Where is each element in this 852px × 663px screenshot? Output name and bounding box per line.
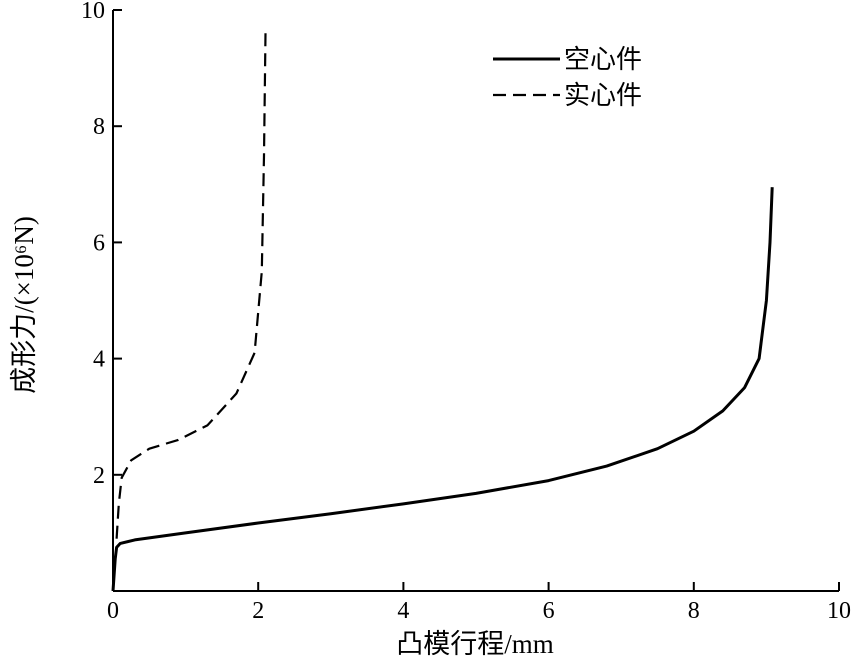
y-tick-label: 2 — [93, 463, 105, 489]
x-tick-label: 4 — [397, 598, 409, 624]
series-line-1 — [111, 187, 774, 592]
y-tick-label: 8 — [93, 114, 105, 140]
legend-label-2: 实心件 — [564, 81, 642, 110]
axes — [112, 10, 839, 592]
x-tick-labels: 0 2 4 6 8 10 — [107, 598, 851, 624]
series-line-2 — [115, 33, 267, 539]
series-layer — [111, 33, 774, 592]
x-tick-label: 0 — [107, 598, 119, 624]
y-tick-label: 4 — [93, 347, 105, 373]
legend-label-1: 空心件 — [564, 45, 642, 74]
x-axis-title: 凸模行程/mm — [396, 629, 554, 659]
y-tick-label: 6 — [93, 230, 105, 256]
x-tick-label: 8 — [688, 598, 700, 624]
y-axis-title: 成形力/(×10⁶N) — [9, 216, 39, 394]
x-tick-label: 6 — [543, 598, 555, 624]
y-tick-label: 10 — [81, 0, 105, 24]
tick-marks — [113, 9, 840, 591]
x-tick-label: 10 — [827, 598, 851, 624]
y-tick-labels: 2 4 6 8 10 — [81, 0, 105, 489]
x-tick-label: 2 — [252, 598, 264, 624]
